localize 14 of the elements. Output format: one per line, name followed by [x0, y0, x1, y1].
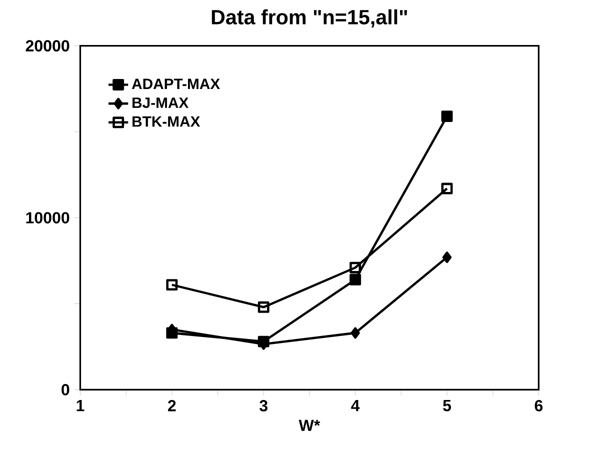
legend-label: BTK-MAX: [132, 116, 200, 127]
y-tick-label: 0: [62, 384, 70, 396]
x-tick-label: 6: [534, 400, 543, 412]
x-axis-title: W*: [298, 420, 320, 432]
x-tick-label: 3: [260, 400, 268, 412]
legend-label: ADAPT-MAX: [132, 78, 220, 90]
y-tick-label: 10000: [26, 212, 70, 224]
x-tick-label: 2: [168, 400, 176, 412]
legend-label: BJ-MAX: [132, 98, 189, 108]
x-tick-label: 4: [351, 400, 360, 412]
chart-title: Data from "n=15,all": [212, 9, 408, 28]
x-tick-label: 1: [76, 400, 84, 412]
x-tick-label: 5: [443, 400, 452, 412]
y-tick-label: 20000: [26, 40, 70, 52]
